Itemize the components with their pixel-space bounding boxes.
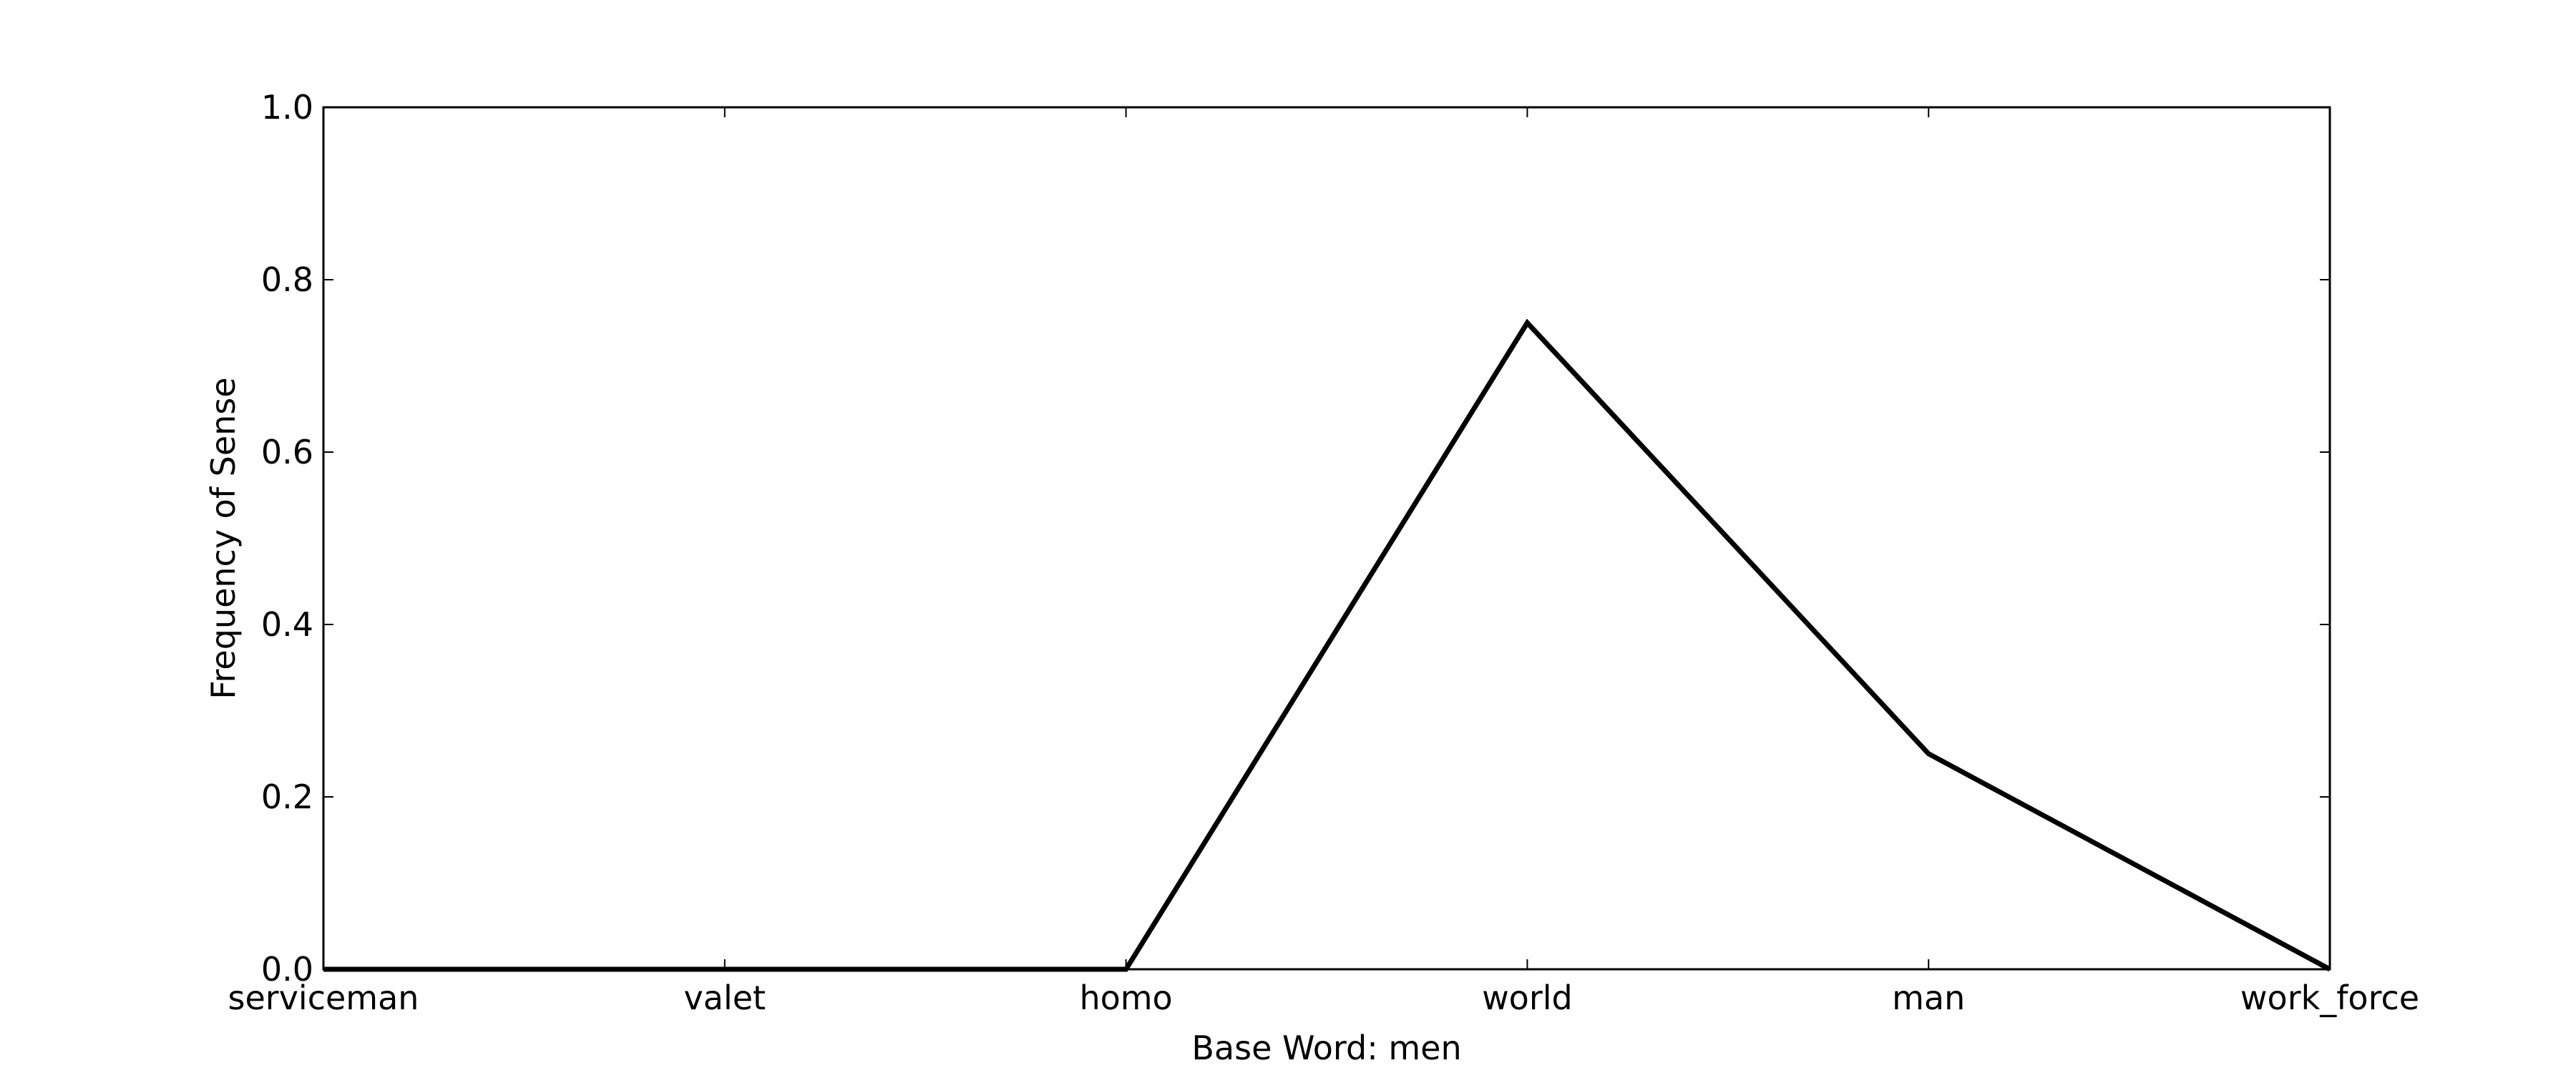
x-tick-label: world <box>1482 979 1573 1017</box>
y-tick-labels: 0.0 0.2 0.4 0.6 0.8 1.0 <box>261 88 313 989</box>
x-tick-label: man <box>1892 979 1965 1017</box>
y-tick-label: 1.0 <box>261 88 313 127</box>
y-tick-label: 0.2 <box>261 778 313 816</box>
y-tick-label: 0.4 <box>261 605 313 644</box>
x-tick-label: work_force <box>2240 979 2419 1017</box>
x-tick-label: serviceman <box>228 979 419 1017</box>
y-tick-label: 0.0 <box>261 950 313 989</box>
x-tick-label: valet <box>684 979 766 1017</box>
series-line <box>323 318 2331 972</box>
ticks-layer <box>323 107 2331 970</box>
y-tick-label: 0.8 <box>261 260 313 299</box>
x-tick-labels: serviceman valet homo world man work_force <box>228 979 2420 1017</box>
series-layer <box>323 318 2331 972</box>
plot-frame <box>322 106 2331 971</box>
y-axis-label: Frequency of Sense <box>204 377 243 699</box>
x-axis-label: Base Word: men <box>1191 1029 1461 1067</box>
y-tick-label: 0.6 <box>261 433 313 471</box>
x-tick-label: homo <box>1079 979 1172 1017</box>
